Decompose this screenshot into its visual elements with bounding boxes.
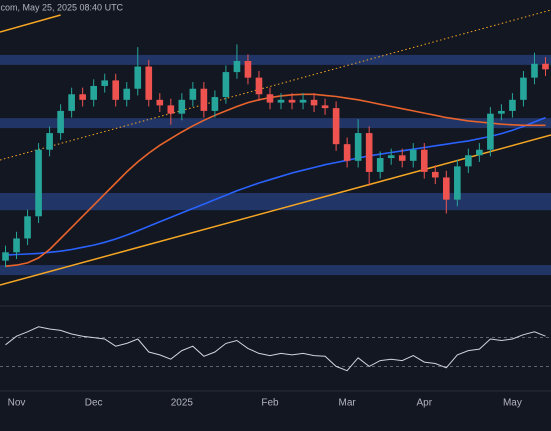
candle-body	[200, 88, 208, 111]
zone	[0, 192, 551, 211]
candle-body	[520, 77, 527, 100]
candle-body	[156, 99, 164, 106]
candle-body	[35, 149, 42, 217]
candle-body	[387, 155, 395, 159]
moving-average	[5, 116, 546, 256]
header: .com, May 25, 2025 08:40 UTC	[0, 2, 124, 12]
candle-body	[189, 88, 197, 100]
trendline	[0, 134, 551, 286]
candle-body	[2, 252, 9, 261]
x-tick-label: Mar	[339, 398, 357, 409]
candle-body	[531, 63, 538, 78]
candle-body	[321, 105, 329, 109]
candle-body	[332, 108, 340, 145]
zone	[0, 265, 551, 276]
candle-body	[431, 171, 439, 178]
candle-body	[454, 166, 461, 200]
candle-body	[498, 110, 505, 114]
candle-body	[376, 158, 384, 172]
candle-body	[46, 133, 53, 150]
candle-body	[277, 99, 285, 103]
x-tick-label: Feb	[261, 398, 279, 409]
x-tick-label: Apr	[416, 398, 432, 409]
candle-body	[79, 94, 86, 100]
candle-body	[222, 72, 230, 98]
candle-body	[310, 99, 318, 106]
candle-body	[420, 149, 428, 172]
candle-body	[266, 94, 274, 103]
x-tick-label: Dec	[85, 398, 103, 409]
rsi-line	[5, 326, 546, 372]
candle-body	[24, 216, 31, 239]
candle-body	[476, 149, 483, 156]
zone	[0, 118, 551, 129]
candle-body	[244, 61, 252, 78]
candle-body	[134, 66, 142, 89]
trendline	[0, 14, 61, 33]
moving-average	[5, 93, 546, 267]
candle-body	[443, 177, 450, 200]
candle-body	[145, 66, 153, 100]
candle-body	[255, 77, 263, 95]
candle-body	[57, 110, 64, 134]
candle-body	[487, 113, 494, 150]
candle-body	[90, 85, 97, 100]
candle-body	[13, 238, 20, 253]
candle-body	[343, 144, 351, 161]
candle-body	[101, 80, 108, 86]
candle-body	[354, 133, 362, 161]
candle-body	[167, 105, 175, 114]
candle-body	[398, 155, 406, 161]
zone	[0, 54, 551, 65]
candle-body	[542, 63, 549, 70]
x-tick-label: Nov	[8, 398, 26, 409]
candle-body	[465, 155, 472, 167]
candle-body	[365, 133, 373, 172]
candle-body	[68, 94, 75, 111]
x-tick-label: 2025	[171, 398, 194, 409]
candle-body	[288, 99, 296, 103]
candle-body	[509, 99, 516, 111]
candle-body	[409, 149, 417, 161]
candle-body	[123, 88, 131, 100]
candle-body	[299, 99, 307, 103]
candle-body	[233, 61, 241, 73]
candle-body	[211, 97, 219, 111]
x-tick-label: May	[503, 398, 522, 409]
candle-body	[178, 99, 186, 114]
candle-body	[112, 80, 120, 100]
